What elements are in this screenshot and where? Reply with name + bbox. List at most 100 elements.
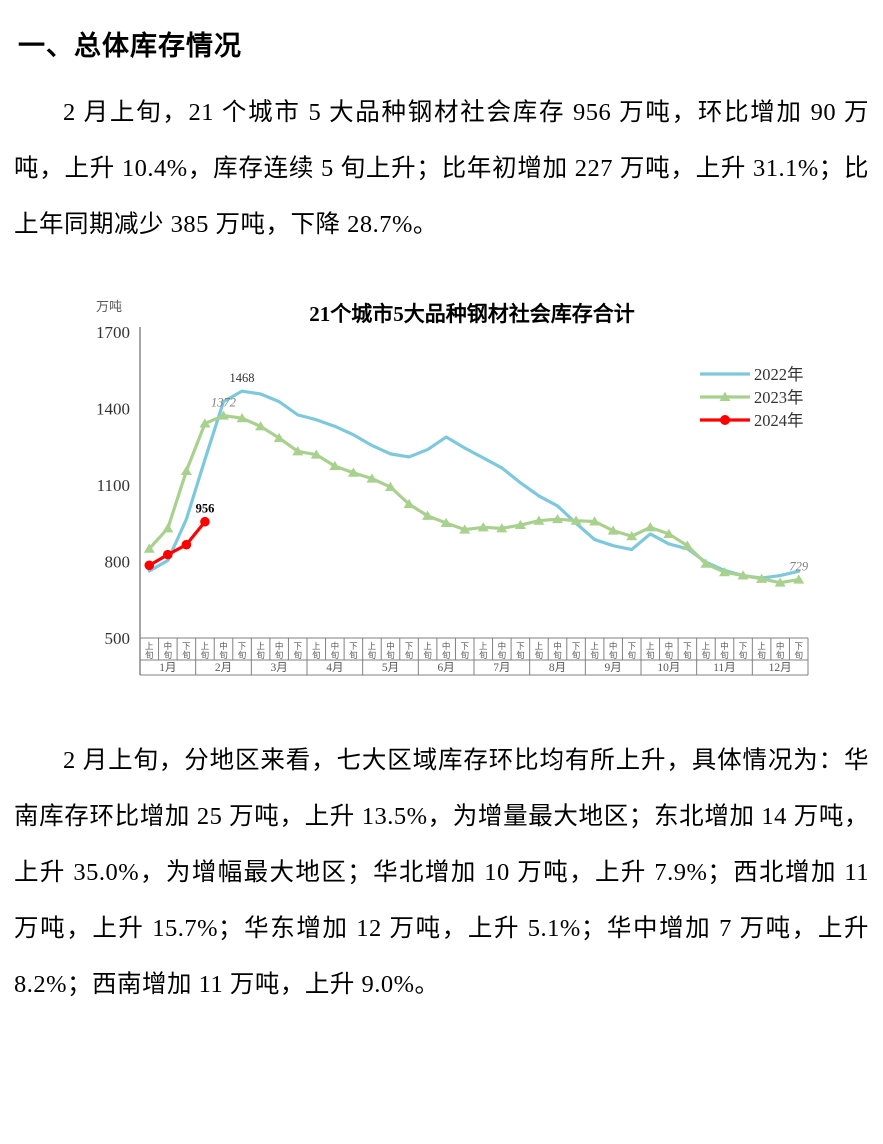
x-tick-period-label: 旬 <box>368 650 377 660</box>
x-tick-period-label: 旬 <box>293 650 302 660</box>
x-tick-period-label: 旬 <box>590 650 599 660</box>
x-month-label: 4月 <box>326 662 343 674</box>
data-label-956: 956 <box>196 502 215 516</box>
x-tick-period-label: 旬 <box>182 650 191 660</box>
x-tick-period-label: 旬 <box>312 650 321 660</box>
y-tick-label: 800 <box>105 553 131 572</box>
x-tick-period-label: 上 <box>535 641 544 651</box>
x-tick-period-label: 上 <box>479 641 488 651</box>
x-tick-period-label: 下 <box>293 641 302 651</box>
x-tick-period-label: 旬 <box>423 650 432 660</box>
y-axis: 1700 1400 1100 800 500 <box>96 323 141 675</box>
x-tick-period-label: 旬 <box>238 650 247 660</box>
x-month-label: 5月 <box>382 662 399 674</box>
chart-legend: 2022年 2023年 2024年 <box>700 365 804 430</box>
x-tick-period-label: 旬 <box>460 650 469 660</box>
x-tick-period-label: 旬 <box>627 650 636 660</box>
x-tick-period-label: 上 <box>757 641 766 651</box>
x-tick-period-label: 中 <box>219 641 228 651</box>
x-tick-period-label: 旬 <box>516 650 525 660</box>
y-tick-label: 500 <box>105 629 131 648</box>
x-tick-period-label: 下 <box>572 641 581 651</box>
x-month-label: 3月 <box>271 662 288 674</box>
x-tick-period-label: 旬 <box>683 650 692 660</box>
x-tick-period-label: 旬 <box>331 650 340 660</box>
x-tick-period-label: 旬 <box>572 650 581 660</box>
x-tick-period-label: 中 <box>665 641 674 651</box>
series-2023年 <box>143 410 805 587</box>
x-tick-period-label: 下 <box>182 641 191 651</box>
paragraph-total-inventory: 2 月上旬，21 个城市 5 大品种钢材社会库存 956 万吨，环比增加 90 … <box>14 99 869 238</box>
x-tick-period-label: 上 <box>590 641 599 651</box>
data-label-729: 729 <box>789 560 809 574</box>
x-tick-period-label: 旬 <box>145 650 154 660</box>
x-month-label: 9月 <box>605 662 622 674</box>
section-heading: 一、总体库存情况 <box>18 31 242 61</box>
x-month-label: 6月 <box>438 662 455 674</box>
x-tick-period-label: 上 <box>368 641 377 651</box>
x-tick-period-label: 下 <box>739 641 748 651</box>
x-tick-period-label: 中 <box>331 641 340 651</box>
x-tick-period-label: 上 <box>145 641 154 651</box>
x-month-label: 2月 <box>215 662 232 674</box>
legend-item-label: 2023年 <box>754 388 804 407</box>
x-tick-period-label: 下 <box>794 641 803 651</box>
x-tick-period-label: 旬 <box>776 650 785 660</box>
x-tick-period-label: 上 <box>201 641 210 651</box>
x-month-label: 1月 <box>159 662 176 674</box>
legend-item-label: 2022年 <box>754 365 804 384</box>
x-tick-period-label: 旬 <box>665 650 674 660</box>
chart-title: 21个城市5大品种钢材社会库存合计 <box>309 302 635 326</box>
series-2024年 <box>144 516 210 571</box>
x-tick-period-label: 下 <box>349 641 358 651</box>
y-tick-label: 1100 <box>97 476 130 495</box>
x-tick-period-label: 上 <box>646 641 655 651</box>
x-tick-period-label: 中 <box>498 641 507 651</box>
x-month-label: 12月 <box>769 662 792 674</box>
x-tick-period-label: 上 <box>702 641 711 651</box>
x-tick-period-label: 旬 <box>386 650 395 660</box>
x-month-label: 11月 <box>713 662 736 674</box>
x-tick-period-label: 旬 <box>702 650 711 660</box>
x-tick-period-label: 旬 <box>164 650 173 660</box>
x-tick-period-label: 旬 <box>720 650 729 660</box>
x-tick-period-label: 上 <box>256 641 265 651</box>
x-tick-period-label: 中 <box>164 641 173 651</box>
x-tick-period-label: 旬 <box>535 650 544 660</box>
legend-item-label: 2024年 <box>754 411 804 430</box>
x-month-label: 8月 <box>549 662 566 674</box>
x-tick-period-label: 中 <box>386 641 395 651</box>
x-tick-period-label: 下 <box>238 641 247 651</box>
data-label-1372: 1372 <box>211 396 236 410</box>
x-tick-period-label: 旬 <box>498 650 507 660</box>
x-tick-period-label: 中 <box>720 641 729 651</box>
x-month-label: 10月 <box>657 662 680 674</box>
series-2022年 <box>147 389 801 580</box>
x-tick-period-label: 下 <box>627 641 636 651</box>
data-label-1468: 1468 <box>230 371 255 385</box>
x-tick-period-label: 旬 <box>757 650 766 660</box>
x-tick-period-label: 旬 <box>275 650 284 660</box>
x-tick-period-label: 下 <box>405 641 414 651</box>
x-tick-period-label: 上 <box>423 641 432 651</box>
x-tick-period-label: 旬 <box>349 650 358 660</box>
y-tick-label: 1400 <box>96 400 130 419</box>
x-tick-period-label: 中 <box>553 641 562 651</box>
x-axis-table: 上旬中旬下旬上旬中旬下旬上旬中旬下旬上旬中旬下旬上旬中旬下旬上旬中旬下旬上旬中旬… <box>139 637 809 676</box>
inventory-chart: 21个城市5大品种钢材社会库存合计 万吨 1700 1400 1100 800 500 上旬中… <box>72 295 834 691</box>
y-tick-label: 1700 <box>96 323 130 342</box>
x-tick-period-label: 下 <box>516 641 525 651</box>
x-tick-period-label: 下 <box>683 641 692 651</box>
x-tick-period-label: 旬 <box>794 650 803 660</box>
x-tick-period-label: 中 <box>609 641 618 651</box>
x-tick-period-label: 旬 <box>201 650 210 660</box>
x-tick-period-label: 旬 <box>442 650 451 660</box>
x-tick-period-label: 旬 <box>405 650 414 660</box>
x-tick-period-label: 中 <box>442 641 451 651</box>
x-tick-period-label: 旬 <box>553 650 562 660</box>
paragraph-regional-inventory: 2 月上旬，分地区来看，七大区域库存环比均有所上升，具体情况为：华南库存环比增加… <box>14 747 869 998</box>
x-tick-period-label: 旬 <box>219 650 228 660</box>
report-page: 一、总体库存情况 2 月上旬，21 个城市 5 大品种钢材社会库存 956 万吨… <box>14 31 869 998</box>
x-tick-period-label: 上 <box>312 641 321 651</box>
x-month-label: 7月 <box>493 662 510 674</box>
